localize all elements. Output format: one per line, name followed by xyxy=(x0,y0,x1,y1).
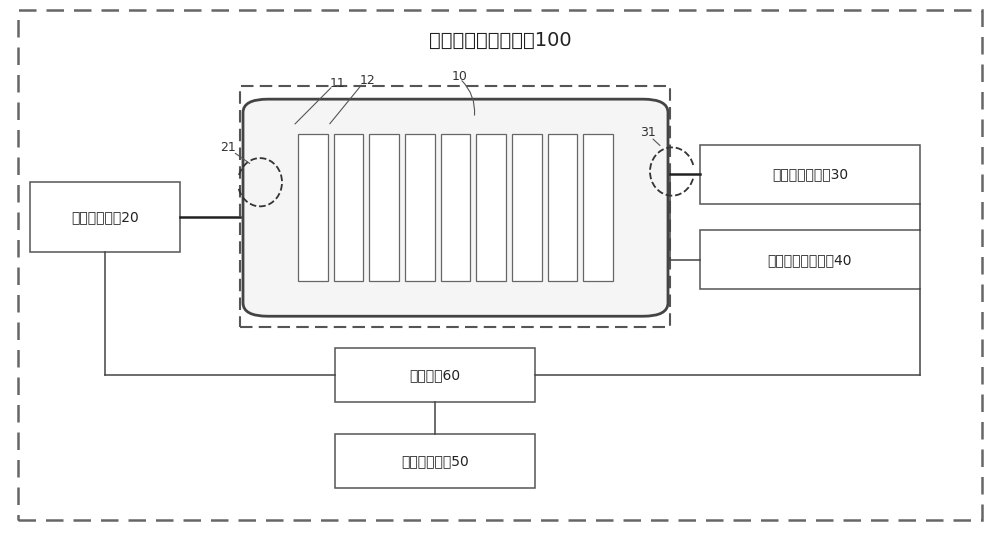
Bar xyxy=(512,134,542,281)
Bar xyxy=(298,134,328,281)
Bar xyxy=(30,182,180,252)
Bar xyxy=(700,230,920,289)
Text: 31: 31 xyxy=(640,126,656,139)
Bar xyxy=(405,134,435,281)
FancyBboxPatch shape xyxy=(243,99,668,316)
Text: 电池包温度控制装置100: 电池包温度控制装置100 xyxy=(429,31,571,50)
Text: 调温介质切换模块40: 调温介质切换模块40 xyxy=(768,253,852,267)
Bar xyxy=(548,134,577,281)
Bar xyxy=(335,348,535,402)
Bar xyxy=(700,145,920,204)
Bar xyxy=(583,134,613,281)
Text: 温度传感模块50: 温度传感模块50 xyxy=(401,454,469,468)
Text: 11: 11 xyxy=(330,77,346,90)
Text: 12: 12 xyxy=(360,74,376,87)
Text: 热交换冷却模块30: 热交换冷却模块30 xyxy=(772,167,848,181)
Bar xyxy=(369,134,399,281)
Text: 空气加热模块20: 空气加热模块20 xyxy=(71,210,139,224)
Text: 10: 10 xyxy=(452,70,468,83)
Text: 21: 21 xyxy=(220,141,236,154)
Bar xyxy=(476,134,506,281)
Text: 控制模块60: 控制模块60 xyxy=(409,368,461,382)
Bar xyxy=(334,134,363,281)
Bar xyxy=(441,134,470,281)
Bar xyxy=(335,434,535,488)
Bar xyxy=(240,86,670,327)
